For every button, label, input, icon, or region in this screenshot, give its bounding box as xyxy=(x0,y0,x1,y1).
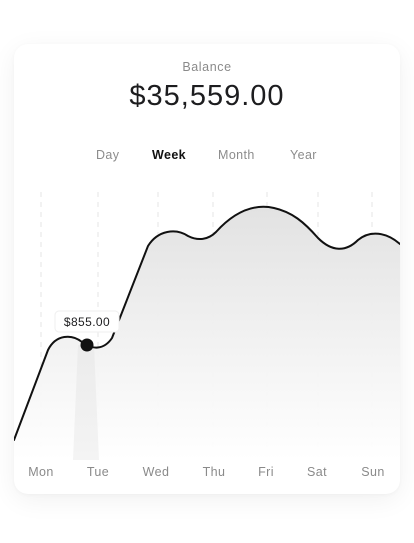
x-tick-sat: Sat xyxy=(307,465,327,479)
x-tick-wed: Wed xyxy=(143,465,170,479)
x-tick-mon: Mon xyxy=(28,465,54,479)
selected-point-marker[interactable] xyxy=(80,338,94,352)
tab-month[interactable]: Month xyxy=(218,148,255,162)
balance-label: Balance xyxy=(182,60,232,74)
x-tick-thu: Thu xyxy=(203,465,226,479)
balance-area-fill xyxy=(14,206,400,460)
x-tick-fri: Fri xyxy=(258,465,274,479)
balance-amount: $35,559.00 xyxy=(129,80,285,112)
tab-week[interactable]: Week xyxy=(152,148,187,162)
tooltip-box xyxy=(54,310,120,333)
period-tabs: Day Week Month Year xyxy=(14,148,400,166)
x-axis: Mon Tue Wed Thu Fri Sat Sun xyxy=(28,465,384,479)
x-tick-tue: Tue xyxy=(87,465,109,479)
x-tick-sun: Sun xyxy=(361,465,384,479)
tooltip-value: $855.00 xyxy=(64,315,110,329)
value-tooltip: $855.00 xyxy=(54,310,120,333)
tab-year[interactable]: Year xyxy=(290,148,317,162)
selected-day-highlight xyxy=(73,345,99,460)
tab-day[interactable]: Day xyxy=(96,148,120,162)
